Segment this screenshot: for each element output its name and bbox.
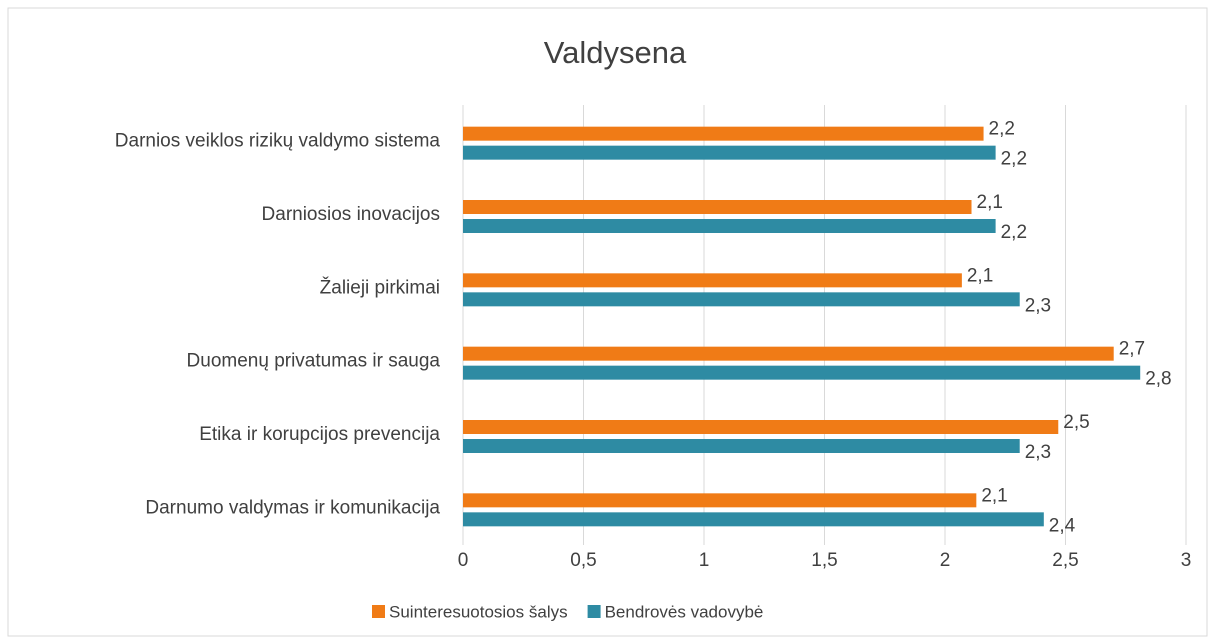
data-label: 2,8 <box>1145 369 1171 390</box>
x-tick-label: 2,5 <box>1052 550 1078 571</box>
data-label: 2,2 <box>989 119 1015 140</box>
data-label: 2,2 <box>1001 149 1027 170</box>
x-tick-label: 1,5 <box>811 550 837 571</box>
legend-label: Suinteresuotosios šalys <box>389 602 568 621</box>
y-tick-label: Darniosios inovacijos <box>262 204 440 225</box>
y-tick-label: Darnios veiklos rizikų valdymo sistema <box>115 131 441 152</box>
data-label: 2,4 <box>1049 515 1076 536</box>
data-label: 2,7 <box>1119 339 1145 360</box>
y-tick-label: Žalieji pirkimai <box>320 276 440 298</box>
x-tick-label: 3 <box>1181 550 1192 571</box>
bar <box>463 273 962 288</box>
data-label: 2,3 <box>1025 295 1051 316</box>
data-label: 2,5 <box>1063 412 1089 433</box>
legend-swatch <box>372 605 385 618</box>
data-label: 2,1 <box>977 192 1003 213</box>
bar <box>463 493 977 508</box>
y-tick-label: Darnumo valdymas ir komunikacija <box>145 497 440 518</box>
x-tick-label: 0,5 <box>570 550 596 571</box>
bar <box>463 219 996 233</box>
legend-label: Bendrovės vadovybė <box>605 602 764 621</box>
bar <box>463 512 1044 527</box>
x-tick-label: 2 <box>940 550 951 571</box>
bar <box>463 346 1114 361</box>
bar <box>463 439 1020 453</box>
chart-frame <box>7 7 1208 637</box>
x-tick-label: 1 <box>699 550 710 571</box>
data-label: 2,2 <box>1001 222 1027 243</box>
data-label: 2,1 <box>967 265 993 286</box>
bar <box>463 126 984 141</box>
data-label: 2,3 <box>1025 442 1051 463</box>
y-tick-label: Etika ir korupcijos prevencija <box>199 424 440 445</box>
bar <box>463 292 1020 307</box>
legend-swatch <box>587 605 601 618</box>
bar <box>463 365 1141 380</box>
y-tick-label: Duomenų privatumas ir sauga <box>187 351 441 372</box>
bar <box>463 420 1059 434</box>
bar <box>463 145 996 160</box>
chart-title: Valdysena <box>544 35 687 70</box>
x-tick-label: 0 <box>458 550 469 571</box>
data-label: 2,1 <box>981 485 1007 506</box>
bar <box>463 200 972 214</box>
